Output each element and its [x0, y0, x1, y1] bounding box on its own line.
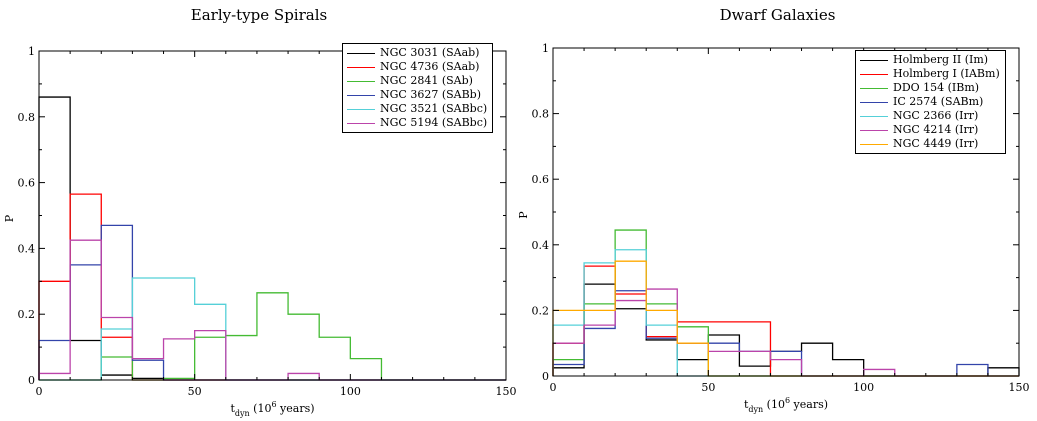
- legend-entry: Holmberg I (IABm): [860, 67, 1000, 81]
- legend: Holmberg II (Im) Holmberg I (IABm) DDO 154…: [855, 50, 1006, 154]
- legend-label: IC 2574 (SABm): [893, 95, 984, 108]
- legend-label: NGC 5194 (SABbc): [380, 116, 488, 129]
- x-tick-label: 150: [496, 385, 517, 398]
- legend-entry: NGC 2366 (Irr): [860, 109, 1000, 123]
- legend-swatch: [860, 143, 888, 145]
- legend-entry: NGC 4736 (SAab): [347, 60, 487, 74]
- legend-swatch: [347, 66, 375, 68]
- x-axis-label: tdyn (106 years): [230, 400, 314, 418]
- series-line-5: [552, 249, 1019, 377]
- chart-panel-early-type-spirals: Early-type Spirals 0 50 100 150 0 0.2 0.4 0.6 0.…: [0, 0, 518, 421]
- legend-label: NGC 3521 (SABbc): [380, 102, 488, 115]
- legend-entry: NGC 3521 (SABbc): [347, 102, 487, 116]
- chart-title: Dwarf Galaxies: [719, 6, 836, 24]
- series-line-6: [38, 239, 506, 381]
- legend-entry: NGC 5194 (SABbc): [347, 116, 487, 130]
- legend-entry: NGC 4214 (Irr): [860, 123, 1000, 137]
- y-tick-label: 0.6: [18, 177, 36, 190]
- x-axis-label: tdyn (106 years): [744, 396, 828, 414]
- legend-swatch: [860, 115, 888, 117]
- x-tick-label: 150: [1009, 381, 1030, 394]
- y-tick-label: 0.2: [532, 304, 550, 317]
- y-tick-label: 0.4: [532, 239, 550, 252]
- x-tick-label: 100: [340, 385, 361, 398]
- series-line-1: [552, 283, 1020, 377]
- legend-swatch: [860, 101, 888, 103]
- legend-entry: NGC 4449 (Irr): [860, 137, 1000, 151]
- legend-swatch: [347, 94, 375, 96]
- chart-title: Early-type Spirals: [190, 6, 328, 24]
- legend-swatch: [347, 80, 375, 82]
- x-tick-label: 50: [701, 381, 715, 394]
- legend-label: Holmberg II (Im): [893, 53, 989, 66]
- y-tick-label: 0: [542, 370, 549, 383]
- x-tick-label: 50: [188, 385, 202, 398]
- series-line-3: [39, 292, 506, 381]
- legend-label: NGC 2841 (SAb): [380, 74, 473, 87]
- y-tick-label: 1: [28, 45, 35, 58]
- y-tick-label: 0.6: [532, 173, 550, 186]
- legend-swatch: [860, 87, 888, 89]
- series-line-6: [552, 288, 1019, 377]
- legend-entry: NGC 3031 (SAab): [347, 46, 487, 60]
- legend-label: NGC 2366 (Irr): [893, 109, 979, 122]
- legend-entry: NGC 3627 (SABb): [347, 88, 487, 102]
- legend-swatch: [860, 129, 888, 131]
- series-line-4: [552, 290, 1019, 377]
- x-tick-label: 100: [853, 381, 874, 394]
- legend-label: NGC 4736 (SAab): [380, 60, 480, 73]
- x-tick-label: 0: [36, 385, 43, 398]
- series-line-2: [38, 193, 506, 381]
- legend-swatch: [347, 122, 375, 124]
- legend-label: NGC 4214 (Irr): [893, 123, 979, 136]
- legend-label: NGC 3627 (SABb): [380, 88, 482, 101]
- x-tick-label: 0: [550, 381, 557, 394]
- series-line-3: [552, 229, 1019, 377]
- series-line-7: [552, 260, 1019, 377]
- legend-swatch: [347, 108, 375, 110]
- y-axis-label: P: [3, 214, 16, 222]
- y-tick-label: 0: [28, 374, 35, 387]
- legend-swatch: [860, 59, 888, 61]
- legend-label: NGC 3031 (SAab): [380, 46, 480, 59]
- legend-swatch: [347, 52, 375, 54]
- legend-label: DDO 154 (IBm): [893, 81, 980, 94]
- legend-entry: Holmberg II (Im): [860, 53, 1000, 67]
- legend-entry: IC 2574 (SABm): [860, 95, 1000, 109]
- y-tick-label: 1: [542, 42, 549, 55]
- y-tick-label: 0.4: [18, 242, 36, 255]
- legend-swatch: [860, 73, 888, 75]
- legend: NGC 3031 (SAab) NGC 4736 (SAab) NGC 2841 (…: [342, 43, 494, 133]
- y-axis-label: P: [518, 211, 530, 219]
- legend-entry: NGC 2841 (SAb): [347, 74, 487, 88]
- legend-label: NGC 4449 (Irr): [893, 137, 979, 150]
- legend-label: Holmberg I (IABm): [893, 67, 1000, 80]
- legend-entry: DDO 154 (IBm): [860, 81, 1000, 95]
- y-tick-label: 0.8: [18, 111, 36, 124]
- y-tick-label: 0.8: [532, 108, 550, 121]
- y-tick-label: 0.2: [18, 308, 36, 321]
